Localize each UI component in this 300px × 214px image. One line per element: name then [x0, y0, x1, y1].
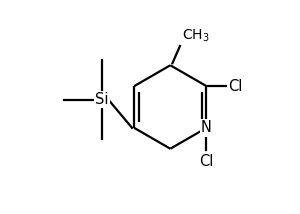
Text: CH$_3$: CH$_3$ — [182, 27, 210, 44]
Text: Cl: Cl — [199, 154, 214, 169]
Text: N: N — [201, 120, 212, 135]
Text: Si: Si — [95, 92, 109, 107]
Text: Cl: Cl — [228, 79, 242, 94]
